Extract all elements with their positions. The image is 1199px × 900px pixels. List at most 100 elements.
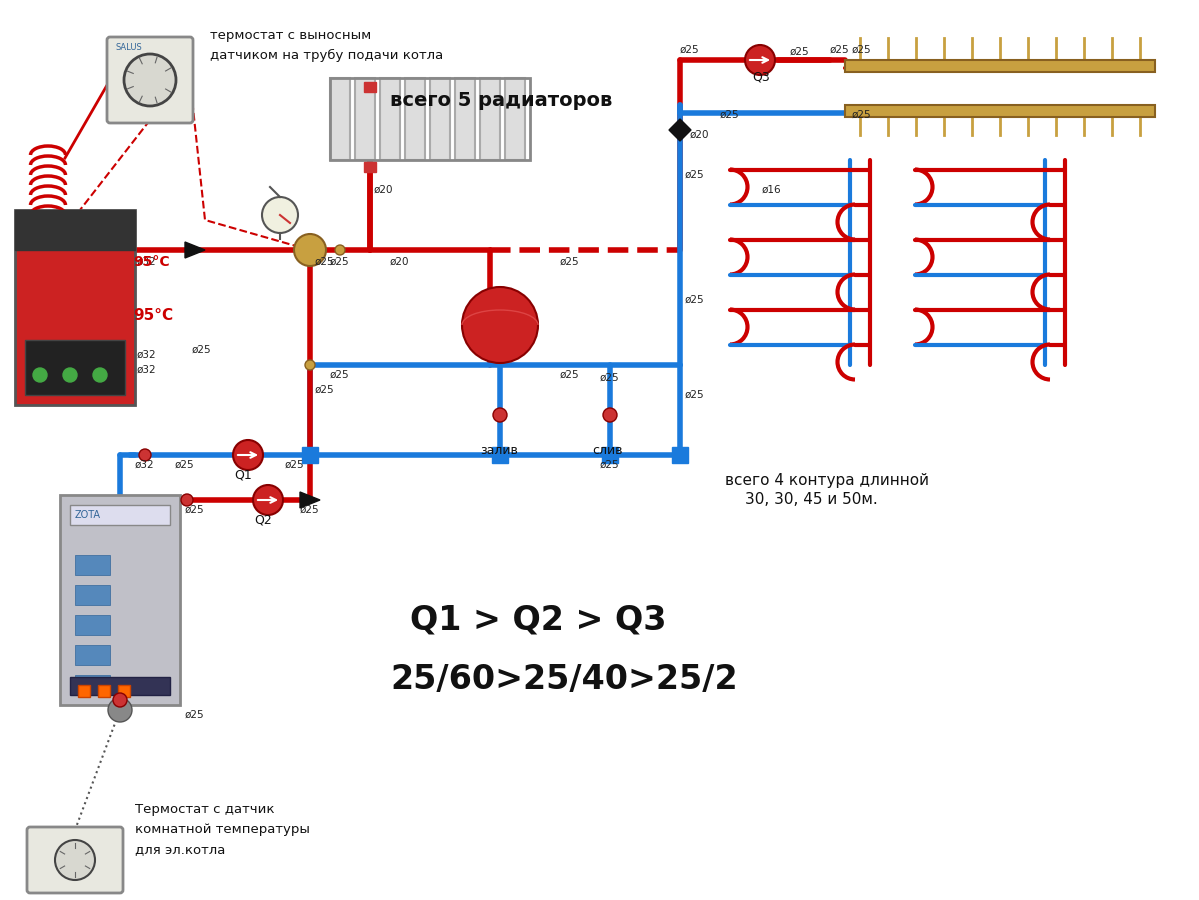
Text: ø25: ø25 [600,460,620,470]
Bar [76,645,110,665]
Bar [60,495,180,705]
Bar [330,78,350,160]
Circle shape [139,449,151,461]
Bar [480,78,500,160]
Text: ø25: ø25 [300,505,320,515]
Bar [380,78,400,160]
Bar [364,82,376,92]
Bar [76,615,110,635]
Text: ø16: ø16 [763,185,782,195]
Bar [430,78,450,160]
Circle shape [123,54,176,106]
Bar [492,447,508,463]
Circle shape [34,368,47,382]
Bar [505,78,525,160]
Text: SALUS: SALUS [115,43,141,52]
Text: ø25: ø25 [175,460,194,470]
Circle shape [462,287,538,363]
Bar [25,340,125,395]
Text: ø25: ø25 [685,295,705,305]
Text: ø20: ø20 [390,257,410,267]
Text: ø25: ø25 [721,110,740,120]
Text: слив: слив [592,444,622,456]
Text: ø20: ø20 [689,130,710,140]
Bar [845,60,1155,72]
Bar [76,585,110,605]
Text: 95°C: 95°C [133,308,173,322]
Bar [70,677,170,695]
Text: ø25: ø25 [852,110,872,120]
Circle shape [253,485,283,515]
Text: ø25: ø25 [560,370,579,380]
Bar [16,210,135,250]
Bar [16,210,135,405]
Text: ø25: ø25 [185,505,205,515]
Bar [302,447,318,463]
Text: комнатной температуры: комнатной температуры [135,824,309,836]
FancyBboxPatch shape [107,37,193,123]
Text: Термостат с датчик: Термостат с датчик [135,804,275,816]
Circle shape [181,494,193,506]
Text: ø32: ø32 [137,350,157,360]
Text: всего 5 радиаторов: всего 5 радиаторов [390,91,613,110]
Bar [76,555,110,575]
Bar [76,675,110,695]
Circle shape [113,693,127,707]
Bar [671,447,688,463]
Bar [355,78,375,160]
Text: ø25: ø25 [330,370,350,380]
Text: ø32: ø32 [137,365,157,375]
Circle shape [55,840,95,880]
Text: Q1: Q1 [234,469,252,482]
Text: Q3: Q3 [752,70,770,84]
Text: 25/60>25/40>25/2: 25/60>25/40>25/2 [390,663,737,697]
Bar [364,162,376,172]
Bar [330,78,530,160]
Text: ø32: ø32 [135,460,155,470]
Bar [98,685,110,697]
Text: всего 4 контура длинной: всего 4 контура длинной [725,472,929,488]
Text: ø25: ø25 [330,257,350,267]
Polygon shape [185,242,205,258]
Circle shape [263,197,299,233]
Text: ø25: ø25 [685,170,705,180]
Bar [845,105,1155,117]
Text: термостат с выносным: термостат с выносным [210,29,372,41]
Text: датчиком на трубу подачи котла: датчиком на трубу подачи котла [210,49,444,61]
Text: для эл.котла: для эл.котла [135,843,225,857]
Text: ø25: ø25 [830,45,850,55]
Bar [118,685,129,697]
Text: ø25: ø25 [600,373,620,383]
Polygon shape [300,492,320,508]
Text: ø25: ø25 [285,460,305,470]
Text: Q2: Q2 [254,514,272,526]
Polygon shape [669,119,691,141]
Bar [70,505,170,525]
Bar [405,78,424,160]
Text: ø25: ø25 [680,45,700,55]
Text: ø25: ø25 [185,710,205,720]
Bar [602,447,617,463]
Text: ø25: ø25 [192,345,212,355]
Text: Q1 > Q2 > Q3: Q1 > Q2 > Q3 [410,604,667,636]
Text: залив: залив [480,444,518,456]
Text: ø25: ø25 [685,390,705,400]
Text: ZOTA: ZOTA [76,510,101,520]
Circle shape [745,45,775,75]
Text: 30, 30, 45 и 50м.: 30, 30, 45 и 50м. [745,492,878,508]
Circle shape [305,360,315,370]
Circle shape [233,440,263,470]
Circle shape [294,234,326,266]
Text: ø25: ø25 [315,385,335,395]
Text: ø25: ø25 [560,257,579,267]
Text: ø25: ø25 [852,45,872,55]
Text: 95°C: 95°C [133,255,169,269]
Text: ø25: ø25 [790,47,809,57]
Circle shape [493,408,507,422]
FancyBboxPatch shape [28,827,123,893]
Bar [78,685,90,697]
Circle shape [64,368,77,382]
Circle shape [108,698,132,722]
Text: ø32: ø32 [137,257,157,267]
Circle shape [94,368,107,382]
